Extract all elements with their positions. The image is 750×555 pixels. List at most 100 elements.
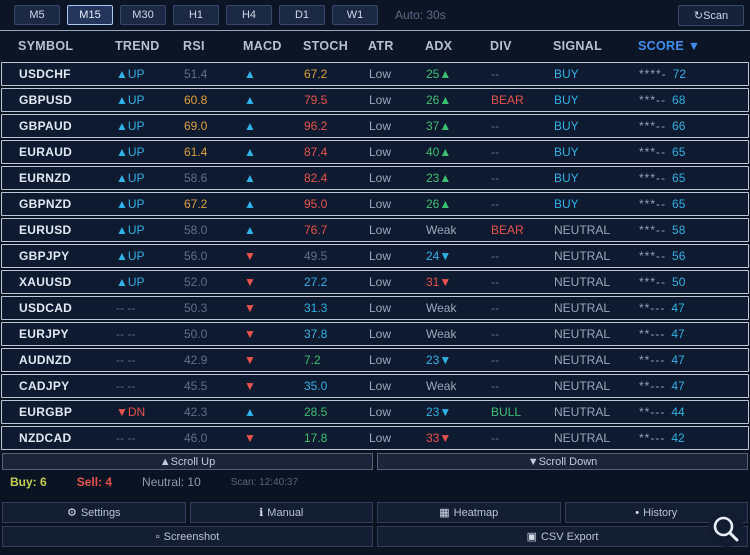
adx-cell: Weak: [426, 223, 457, 237]
rsi-cell: 45.5: [184, 379, 208, 393]
rsi-cell: 50.0: [184, 327, 208, 341]
macd-cell: ▲: [244, 93, 256, 107]
score-stars: ***--: [639, 171, 667, 185]
table-row[interactable]: USDCAD -- -- 50.3 ▼ 31.3 Low Weak -- NEUTRAL **--…: [1, 296, 749, 320]
score-stars: ***--: [639, 119, 667, 133]
atr-cell: Low: [369, 67, 392, 81]
signal-cell: NEUTRAL: [554, 275, 611, 289]
table-row[interactable]: EURUSD ▲UP 58.0 ▲ 76.7 Low Weak BEAR NEUTRAL ***-…: [1, 218, 749, 242]
symbol-cell: GBPUSD: [19, 93, 73, 107]
table-row[interactable]: EURAUD ▲UP 61.4 ▲ 87.4 Low 40▲ -- BUY ***-- 65: [1, 140, 749, 164]
macd-cell: ▼: [244, 431, 256, 445]
div-cell: BEAR: [491, 93, 524, 107]
table-row[interactable]: NZDCAD -- -- 46.0 ▼ 17.8 Low 33▼ -- NEUTRAL **---…: [1, 426, 749, 450]
action-row-secondary: ▫ Screenshot ▣ CSV Export: [0, 526, 750, 547]
csv-export-button[interactable]: ▣ CSV Export: [377, 526, 748, 547]
timeframe-h1-button[interactable]: H1: [173, 5, 219, 25]
symbol-cell: NZDCAD: [19, 431, 72, 445]
csv-export-button-label: CSV Export: [540, 530, 599, 543]
table-row[interactable]: AUDNZD -- -- 42.9 ▼ 7.2 Low 23▼ -- NEUTRAL **--- 4…: [1, 348, 749, 372]
macd-cell: ▲: [244, 145, 256, 159]
heatmap-button-label: Heatmap: [453, 506, 499, 519]
score-cell: ***-- 50: [639, 275, 748, 289]
timeframe-m15-button[interactable]: M15: [67, 5, 113, 25]
signal-cell: NEUTRAL: [554, 249, 611, 263]
screenshot-button[interactable]: ▫ Screenshot: [2, 526, 373, 547]
atr-cell: Low: [369, 275, 392, 289]
macd-cell: ▼: [244, 249, 256, 263]
manual-button[interactable]: ℹ Manual: [189, 502, 373, 523]
macd-cell: ▲: [244, 405, 256, 419]
settings-button[interactable]: ⚙ Settings: [2, 502, 186, 523]
div-cell: --: [491, 275, 499, 289]
symbol-cell: EURNZD: [19, 171, 71, 185]
auto-refresh-label: Auto: 30s: [395, 8, 446, 22]
timeframe-w1-button[interactable]: W1: [332, 5, 378, 25]
score-cell: ***-- 65: [639, 197, 748, 211]
score-stars: **---: [639, 353, 666, 367]
settings-button-label: Settings: [80, 506, 121, 519]
rsi-cell: 58.6: [184, 171, 208, 185]
table-row[interactable]: EURGBP ▼DN 42.3 ▲ 28.5 Low 23▼ BULL NEUTRAL **---…: [1, 400, 749, 424]
table-row[interactable]: GBPUSD ▲UP 60.8 ▲ 79.5 Low 26▲ BEAR BUY ***-- 68: [1, 88, 749, 112]
rsi-cell: 50.3: [184, 301, 208, 315]
atr-cell: Low: [369, 223, 392, 237]
signal-cell: NEUTRAL: [554, 223, 611, 237]
adx-cell: 37▲: [426, 119, 452, 133]
atr-cell: Low: [369, 301, 392, 315]
score-cell: **--- 47: [639, 301, 748, 315]
magnifier-button[interactable]: [708, 511, 744, 547]
stoch-cell: 31.3: [304, 301, 328, 315]
table-row[interactable]: EURJPY -- -- 50.0 ▼ 37.8 Low Weak -- NEUTRAL **--…: [1, 322, 749, 346]
table-body: USDCHF ▲UP 51.4 ▲ 67.2 Low 25▲ -- BUY ****- 72 GBPU…: [0, 61, 750, 450]
stoch-cell: 27.2: [304, 275, 328, 289]
scan-timestamp: Scan: 12:40:37: [230, 476, 299, 488]
scan-button[interactable]: ↻Scan: [678, 4, 744, 26]
column-header-signal: SIGNAL: [553, 39, 603, 53]
stoch-cell: 67.2: [304, 67, 328, 81]
adx-cell: 40▲: [426, 145, 452, 159]
score-value: 72: [672, 67, 687, 81]
score-cell: ****- 72: [639, 67, 748, 81]
column-header-score[interactable]: SCORE ▼: [638, 39, 701, 53]
timeframe-h4-button[interactable]: H4: [226, 5, 272, 25]
table-row[interactable]: GBPAUD ▲UP 69.0 ▲ 96.2 Low 37▲ -- BUY ***-- 66: [1, 114, 749, 138]
signal-cell: NEUTRAL: [554, 327, 611, 341]
table-row[interactable]: GBPJPY ▲UP 56.0 ▼ 49.5 Low 24▼ -- NEUTRAL ***-- 56: [1, 244, 749, 268]
trend-cell: -- --: [116, 301, 136, 315]
table-row[interactable]: CADJPY -- -- 45.5 ▼ 35.0 Low Weak -- NEUTRAL **--…: [1, 374, 749, 398]
column-header-trend: TREND: [115, 39, 160, 53]
score-stars: ***--: [639, 145, 667, 159]
scroll-down-button[interactable]: ▼Scroll Down: [377, 453, 748, 470]
scroll-up-button[interactable]: ▲Scroll Up: [2, 453, 373, 470]
history-button[interactable]: • History: [564, 502, 748, 523]
buy-count: Buy: 6: [10, 475, 47, 489]
symbol-cell: GBPJPY: [19, 249, 70, 263]
stoch-cell: 35.0: [304, 379, 328, 393]
score-stars: ***--: [639, 223, 667, 237]
table-row[interactable]: EURNZD ▲UP 58.6 ▲ 82.4 Low 23▲ -- BUY ***-- 65: [1, 166, 749, 190]
signal-cell: BUY: [554, 93, 579, 107]
rsi-cell: 69.0: [184, 119, 208, 133]
score-value: 65: [672, 145, 686, 159]
symbol-cell: EURGBP: [19, 405, 73, 419]
column-header-adx: ADX: [425, 39, 453, 53]
heatmap-button[interactable]: ▦ Heatmap: [377, 502, 561, 523]
symbol-cell: GBPAUD: [19, 119, 72, 133]
rsi-cell: 52.0: [184, 275, 208, 289]
table-row[interactable]: USDCHF ▲UP 51.4 ▲ 67.2 Low 25▲ -- BUY ****- 72: [1, 62, 749, 86]
scroll-controls: ▲Scroll Up ▼Scroll Down: [0, 452, 750, 472]
timeframe-m5-button[interactable]: M5: [14, 5, 60, 25]
signal-cell: BUY: [554, 145, 579, 159]
signal-cell: BUY: [554, 171, 579, 185]
signal-cell: NEUTRAL: [554, 405, 611, 419]
table-row[interactable]: XAUUSD ▲UP 52.0 ▼ 27.2 Low 31▼ -- NEUTRAL ***-- 50: [1, 270, 749, 294]
timeframe-d1-button[interactable]: D1: [279, 5, 325, 25]
timeframe-m30-button[interactable]: M30: [120, 5, 166, 25]
column-header-stoch: STOCH: [303, 39, 349, 53]
adx-cell: 23▼: [426, 353, 452, 367]
div-cell: --: [491, 431, 499, 445]
macd-cell: ▼: [244, 275, 256, 289]
column-header-macd: MACD: [243, 39, 282, 53]
table-row[interactable]: GBPNZD ▲UP 67.2 ▲ 95.0 Low 26▲ -- BUY ***-- 65: [1, 192, 749, 216]
